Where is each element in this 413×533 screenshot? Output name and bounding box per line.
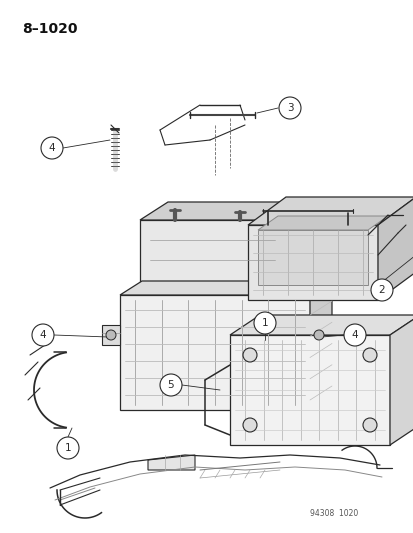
Circle shape bbox=[343, 324, 365, 346]
Polygon shape bbox=[140, 202, 312, 220]
Text: 3: 3 bbox=[286, 103, 292, 113]
Polygon shape bbox=[377, 197, 413, 300]
Circle shape bbox=[242, 418, 256, 432]
Polygon shape bbox=[102, 325, 120, 345]
Circle shape bbox=[254, 312, 275, 334]
Text: 4: 4 bbox=[40, 330, 46, 340]
Polygon shape bbox=[247, 225, 377, 300]
Circle shape bbox=[278, 97, 300, 119]
Polygon shape bbox=[389, 315, 413, 445]
Polygon shape bbox=[147, 455, 195, 470]
Circle shape bbox=[242, 348, 256, 362]
Polygon shape bbox=[257, 216, 387, 230]
Polygon shape bbox=[230, 315, 413, 335]
Circle shape bbox=[313, 330, 323, 340]
Circle shape bbox=[362, 348, 376, 362]
Text: 94308  1020: 94308 1020 bbox=[309, 509, 357, 518]
Circle shape bbox=[159, 374, 182, 396]
Polygon shape bbox=[120, 281, 331, 295]
Polygon shape bbox=[309, 325, 327, 345]
Text: 1: 1 bbox=[261, 318, 268, 328]
Polygon shape bbox=[257, 230, 367, 285]
Polygon shape bbox=[230, 335, 389, 445]
Text: 8–1020: 8–1020 bbox=[22, 22, 77, 36]
Circle shape bbox=[57, 437, 79, 459]
Circle shape bbox=[32, 324, 54, 346]
Circle shape bbox=[370, 279, 392, 301]
Text: 2: 2 bbox=[378, 285, 385, 295]
Polygon shape bbox=[120, 295, 309, 410]
Circle shape bbox=[362, 418, 376, 432]
Polygon shape bbox=[309, 281, 331, 410]
Circle shape bbox=[106, 330, 116, 340]
Text: 4: 4 bbox=[351, 330, 357, 340]
Polygon shape bbox=[140, 220, 284, 295]
Text: 4: 4 bbox=[49, 143, 55, 153]
Circle shape bbox=[41, 137, 63, 159]
Polygon shape bbox=[247, 197, 413, 225]
Polygon shape bbox=[284, 202, 312, 295]
Text: 5: 5 bbox=[167, 380, 174, 390]
Text: 1: 1 bbox=[64, 443, 71, 453]
